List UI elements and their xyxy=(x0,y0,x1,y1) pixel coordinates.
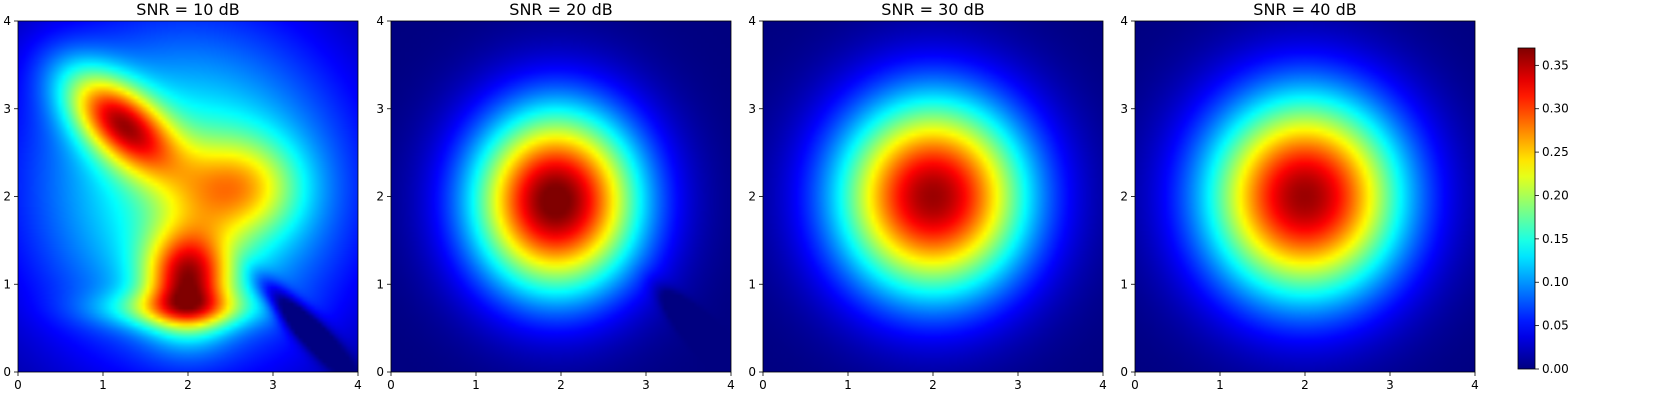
y-tick-label: 4 xyxy=(376,14,384,28)
colorbar-tick-label: 0.05 xyxy=(1542,319,1569,333)
x-tick-label: 4 xyxy=(1471,378,1479,392)
y-tick-label: 3 xyxy=(376,102,384,116)
colorbar-tick-label: 0.15 xyxy=(1542,232,1569,246)
heatmap-image xyxy=(763,21,1103,372)
y-tick-label: 2 xyxy=(376,190,384,204)
y-tick-label: 3 xyxy=(748,102,756,116)
panel-title: SNR = 40 dB xyxy=(1253,0,1356,19)
y-tick-label: 0 xyxy=(1120,365,1128,379)
x-tick-label: 0 xyxy=(387,378,395,392)
heatmap-image xyxy=(391,21,731,372)
y-tick-label: 2 xyxy=(3,190,11,204)
y-tick-label: 3 xyxy=(3,102,11,116)
heatmap-panel-4: SNR = 40 dB 0 1 2 3 4 0 1 2 3 4 xyxy=(1120,0,1478,392)
x-tick-label: 1 xyxy=(99,378,107,392)
x-tick-label: 4 xyxy=(1099,378,1107,392)
y-tick-label: 3 xyxy=(1120,102,1128,116)
x-tick-label: 0 xyxy=(1131,378,1139,392)
y-tick-label: 2 xyxy=(748,190,756,204)
colorbar-tick-label: 0.00 xyxy=(1542,362,1569,376)
y-tick-label: 1 xyxy=(748,277,756,291)
y-tick-label: 4 xyxy=(748,14,756,28)
y-tick-label: 2 xyxy=(1120,190,1128,204)
y-tick-label: 0 xyxy=(3,365,11,379)
heatmap-image xyxy=(18,21,358,372)
y-tick-label: 4 xyxy=(1120,14,1128,28)
x-tick-label: 2 xyxy=(557,378,565,392)
panel-title: SNR = 30 dB xyxy=(881,0,984,19)
x-tick-label: 4 xyxy=(354,378,362,392)
x-tick-label: 1 xyxy=(1216,378,1224,392)
x-tick-label: 2 xyxy=(929,378,937,392)
y-tick-label: 4 xyxy=(3,14,11,28)
x-tick-label: 1 xyxy=(844,378,852,392)
y-tick-label: 0 xyxy=(376,365,384,379)
y-tick-label: 1 xyxy=(1120,277,1128,291)
x-tick-label: 3 xyxy=(1014,378,1022,392)
heatmap-image xyxy=(1135,21,1475,372)
x-tick-label: 1 xyxy=(472,378,480,392)
colorbar-tick-label: 0.35 xyxy=(1542,58,1569,72)
colorbar: 0.00 0.05 0.10 0.15 0.20 0.25 0.30 0.35 xyxy=(1517,47,1569,376)
x-tick-label: 0 xyxy=(759,378,767,392)
y-tick-label: 1 xyxy=(3,277,11,291)
colorbar-tick-label: 0.20 xyxy=(1542,188,1569,202)
heatmap-panel-2: SNR = 20 dB 0 1 2 3 4 0 1 2 3 4 xyxy=(376,0,734,392)
x-tick-label: 3 xyxy=(1386,378,1394,392)
heatmap-panel-1: SNR = 10 dB 0 1 2 3 4 0 1 2 3 4 xyxy=(3,0,361,392)
y-tick-label: 0 xyxy=(748,365,756,379)
x-tick-label: 4 xyxy=(727,378,735,392)
x-tick-label: 3 xyxy=(642,378,650,392)
colorbar-gradient xyxy=(1517,47,1536,370)
x-tick-label: 0 xyxy=(14,378,22,392)
panel-title: SNR = 20 dB xyxy=(509,0,612,19)
x-tick-label: 2 xyxy=(1301,378,1309,392)
colorbar-tick-label: 0.25 xyxy=(1542,145,1569,159)
colorbar-tick-label: 0.10 xyxy=(1542,275,1569,289)
colorbar-tick-label: 0.30 xyxy=(1542,102,1569,116)
panel-title: SNR = 10 dB xyxy=(136,0,239,19)
heatmap-panel-3: SNR = 30 dB 0 1 2 3 4 0 1 2 3 4 xyxy=(748,0,1106,392)
x-tick-label: 2 xyxy=(184,378,192,392)
x-tick-label: 3 xyxy=(269,378,277,392)
y-tick-label: 1 xyxy=(376,277,384,291)
